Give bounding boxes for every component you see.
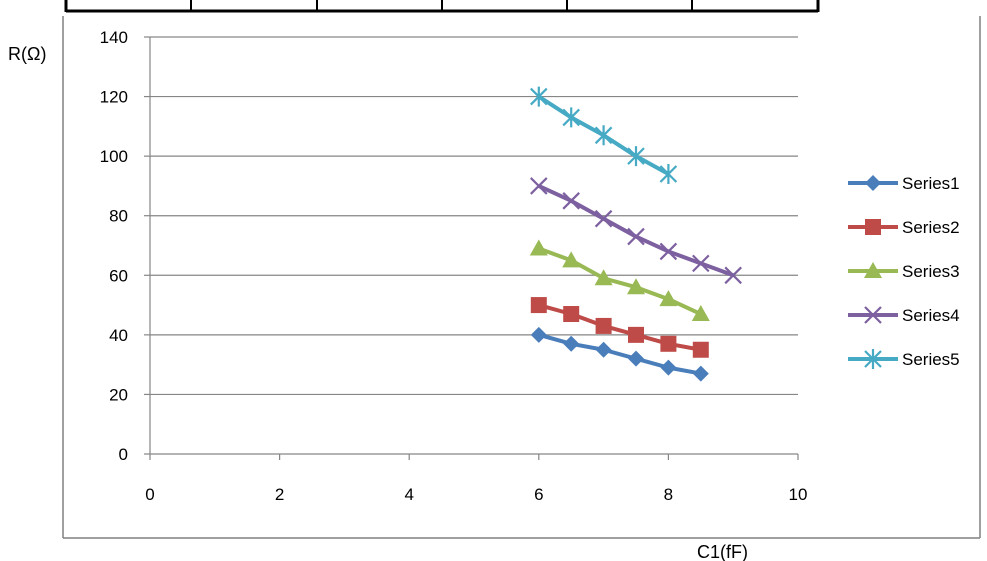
legend-item: Series4 xyxy=(848,306,960,325)
series-2 xyxy=(530,297,709,358)
legend-marker xyxy=(865,175,881,191)
x-tick-label: 2 xyxy=(275,485,284,504)
y-tick-label: 140 xyxy=(100,28,128,47)
data-point xyxy=(724,266,742,285)
y-tick-labels: 0 20 40 60 80 100 120 140 xyxy=(100,28,128,464)
data-point xyxy=(659,290,678,307)
data-point xyxy=(595,341,612,358)
x-tick-label: 4 xyxy=(404,485,413,504)
data-point xyxy=(628,350,644,367)
x-tick-label: 0 xyxy=(145,485,154,504)
x-tick-label: 8 xyxy=(664,485,673,504)
legend-label: Series4 xyxy=(902,306,960,325)
y-tick-label: 20 xyxy=(109,385,128,404)
data-point xyxy=(594,269,613,286)
data-point xyxy=(692,254,710,273)
data-point xyxy=(691,305,710,322)
data-point xyxy=(563,335,580,352)
legend-marker xyxy=(865,219,881,235)
data-point xyxy=(692,341,709,358)
legend-label: Series2 xyxy=(902,218,960,237)
data-point xyxy=(692,365,709,382)
data-point xyxy=(659,242,678,261)
data-point xyxy=(627,227,645,246)
legend-item: Series2 xyxy=(848,218,960,237)
data-point xyxy=(563,306,580,323)
series-4 xyxy=(530,177,742,285)
legend-marker xyxy=(864,349,882,369)
data-point xyxy=(594,209,613,228)
series-line xyxy=(538,332,702,376)
legend-label: Series1 xyxy=(902,174,960,193)
legend-item: Series1 xyxy=(848,174,960,193)
table-fragment xyxy=(64,0,820,13)
data-point xyxy=(660,359,677,376)
data-point xyxy=(562,107,580,128)
data-point xyxy=(530,326,547,343)
series-3 xyxy=(529,239,710,322)
x-tick-label: 10 xyxy=(789,485,808,504)
data-point xyxy=(627,278,645,295)
data-point xyxy=(595,317,612,334)
data-point xyxy=(562,251,581,268)
axes xyxy=(144,36,799,460)
legend-item: Series3 xyxy=(848,262,960,281)
series-1 xyxy=(530,326,709,382)
y-tick-label: 60 xyxy=(109,266,128,285)
y-tick-label: 40 xyxy=(109,326,128,345)
data-point xyxy=(562,192,580,210)
data-point xyxy=(660,335,677,352)
y-tick-label: 0 xyxy=(119,445,128,464)
data-point xyxy=(628,326,644,343)
data-point xyxy=(530,86,548,107)
legend-label: Series5 xyxy=(902,350,960,369)
data-point xyxy=(529,239,548,256)
data-point xyxy=(530,297,547,314)
series-group xyxy=(529,86,742,382)
data-point xyxy=(594,125,613,146)
y-tick-label: 120 xyxy=(100,88,128,107)
gridlines xyxy=(150,36,798,396)
y-axis-label: R(Ω) xyxy=(8,44,46,64)
legend: Series1 Series2 Series3 Series4 Series5 xyxy=(848,174,960,369)
data-point xyxy=(659,164,678,185)
legend-item: Series5 xyxy=(848,349,960,369)
y-tick-label: 100 xyxy=(100,147,128,166)
legend-marker xyxy=(864,262,882,278)
x-tick-labels: 0 2 4 6 8 10 xyxy=(145,485,807,504)
x-tick-label: 6 xyxy=(534,485,543,504)
data-point xyxy=(627,146,645,167)
x-axis-label: C1(fF) xyxy=(697,542,748,561)
y-tick-label: 80 xyxy=(109,207,128,226)
legend-marker xyxy=(864,306,882,324)
chart-area-border xyxy=(62,16,981,539)
data-point xyxy=(530,177,548,195)
legend-label: Series3 xyxy=(902,262,960,281)
series-5 xyxy=(530,86,678,185)
